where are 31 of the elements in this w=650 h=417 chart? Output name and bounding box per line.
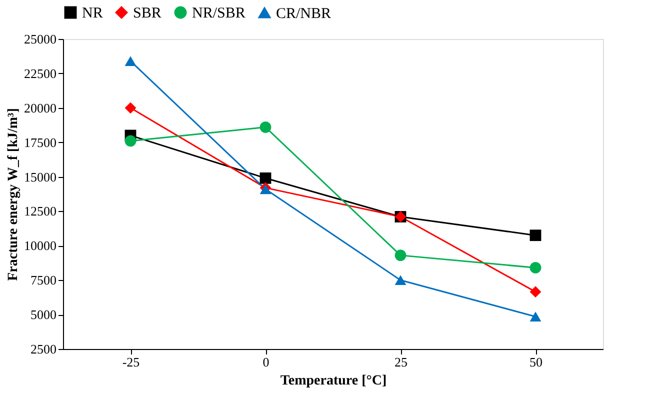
y-tick-label: 5000 bbox=[30, 307, 56, 322]
point bbox=[124, 102, 136, 114]
x-tick-label: 0 bbox=[262, 354, 270, 370]
point bbox=[530, 230, 542, 242]
x-tick-label: 50 bbox=[530, 354, 542, 370]
point bbox=[530, 262, 542, 274]
x-tick-label: 25 bbox=[394, 354, 408, 370]
y-tick-label: 10000 bbox=[24, 238, 56, 254]
point bbox=[394, 250, 406, 261]
y-tick-label: 20000 bbox=[24, 100, 56, 116]
point bbox=[260, 121, 272, 133]
point bbox=[124, 56, 136, 66]
legend-label: NR bbox=[82, 6, 103, 22]
y-axis-title: Fracture energy W_f [kJ/m³] bbox=[6, 108, 21, 281]
point bbox=[530, 286, 542, 298]
point bbox=[124, 135, 136, 147]
y-tick-label: 2500 bbox=[30, 342, 56, 356]
legend-label: CR/NBR bbox=[276, 6, 332, 22]
y-tick-label: 15000 bbox=[24, 169, 56, 184]
y-tick-label: 17500 bbox=[24, 134, 56, 150]
y-tick-label: 25000 bbox=[24, 32, 56, 46]
x-tick-label: -25 bbox=[122, 354, 140, 370]
y-tick-label: 12500 bbox=[24, 204, 56, 219]
point bbox=[530, 312, 542, 322]
x-axis-title: Temperature [°C] bbox=[280, 374, 387, 388]
legend-label: SBR bbox=[133, 6, 162, 22]
point bbox=[260, 172, 272, 184]
y-tick-label: 7500 bbox=[30, 272, 56, 288]
y-tick-label: 22500 bbox=[24, 66, 56, 81]
point bbox=[394, 275, 406, 286]
legend-label: NR/SBR bbox=[192, 6, 246, 22]
